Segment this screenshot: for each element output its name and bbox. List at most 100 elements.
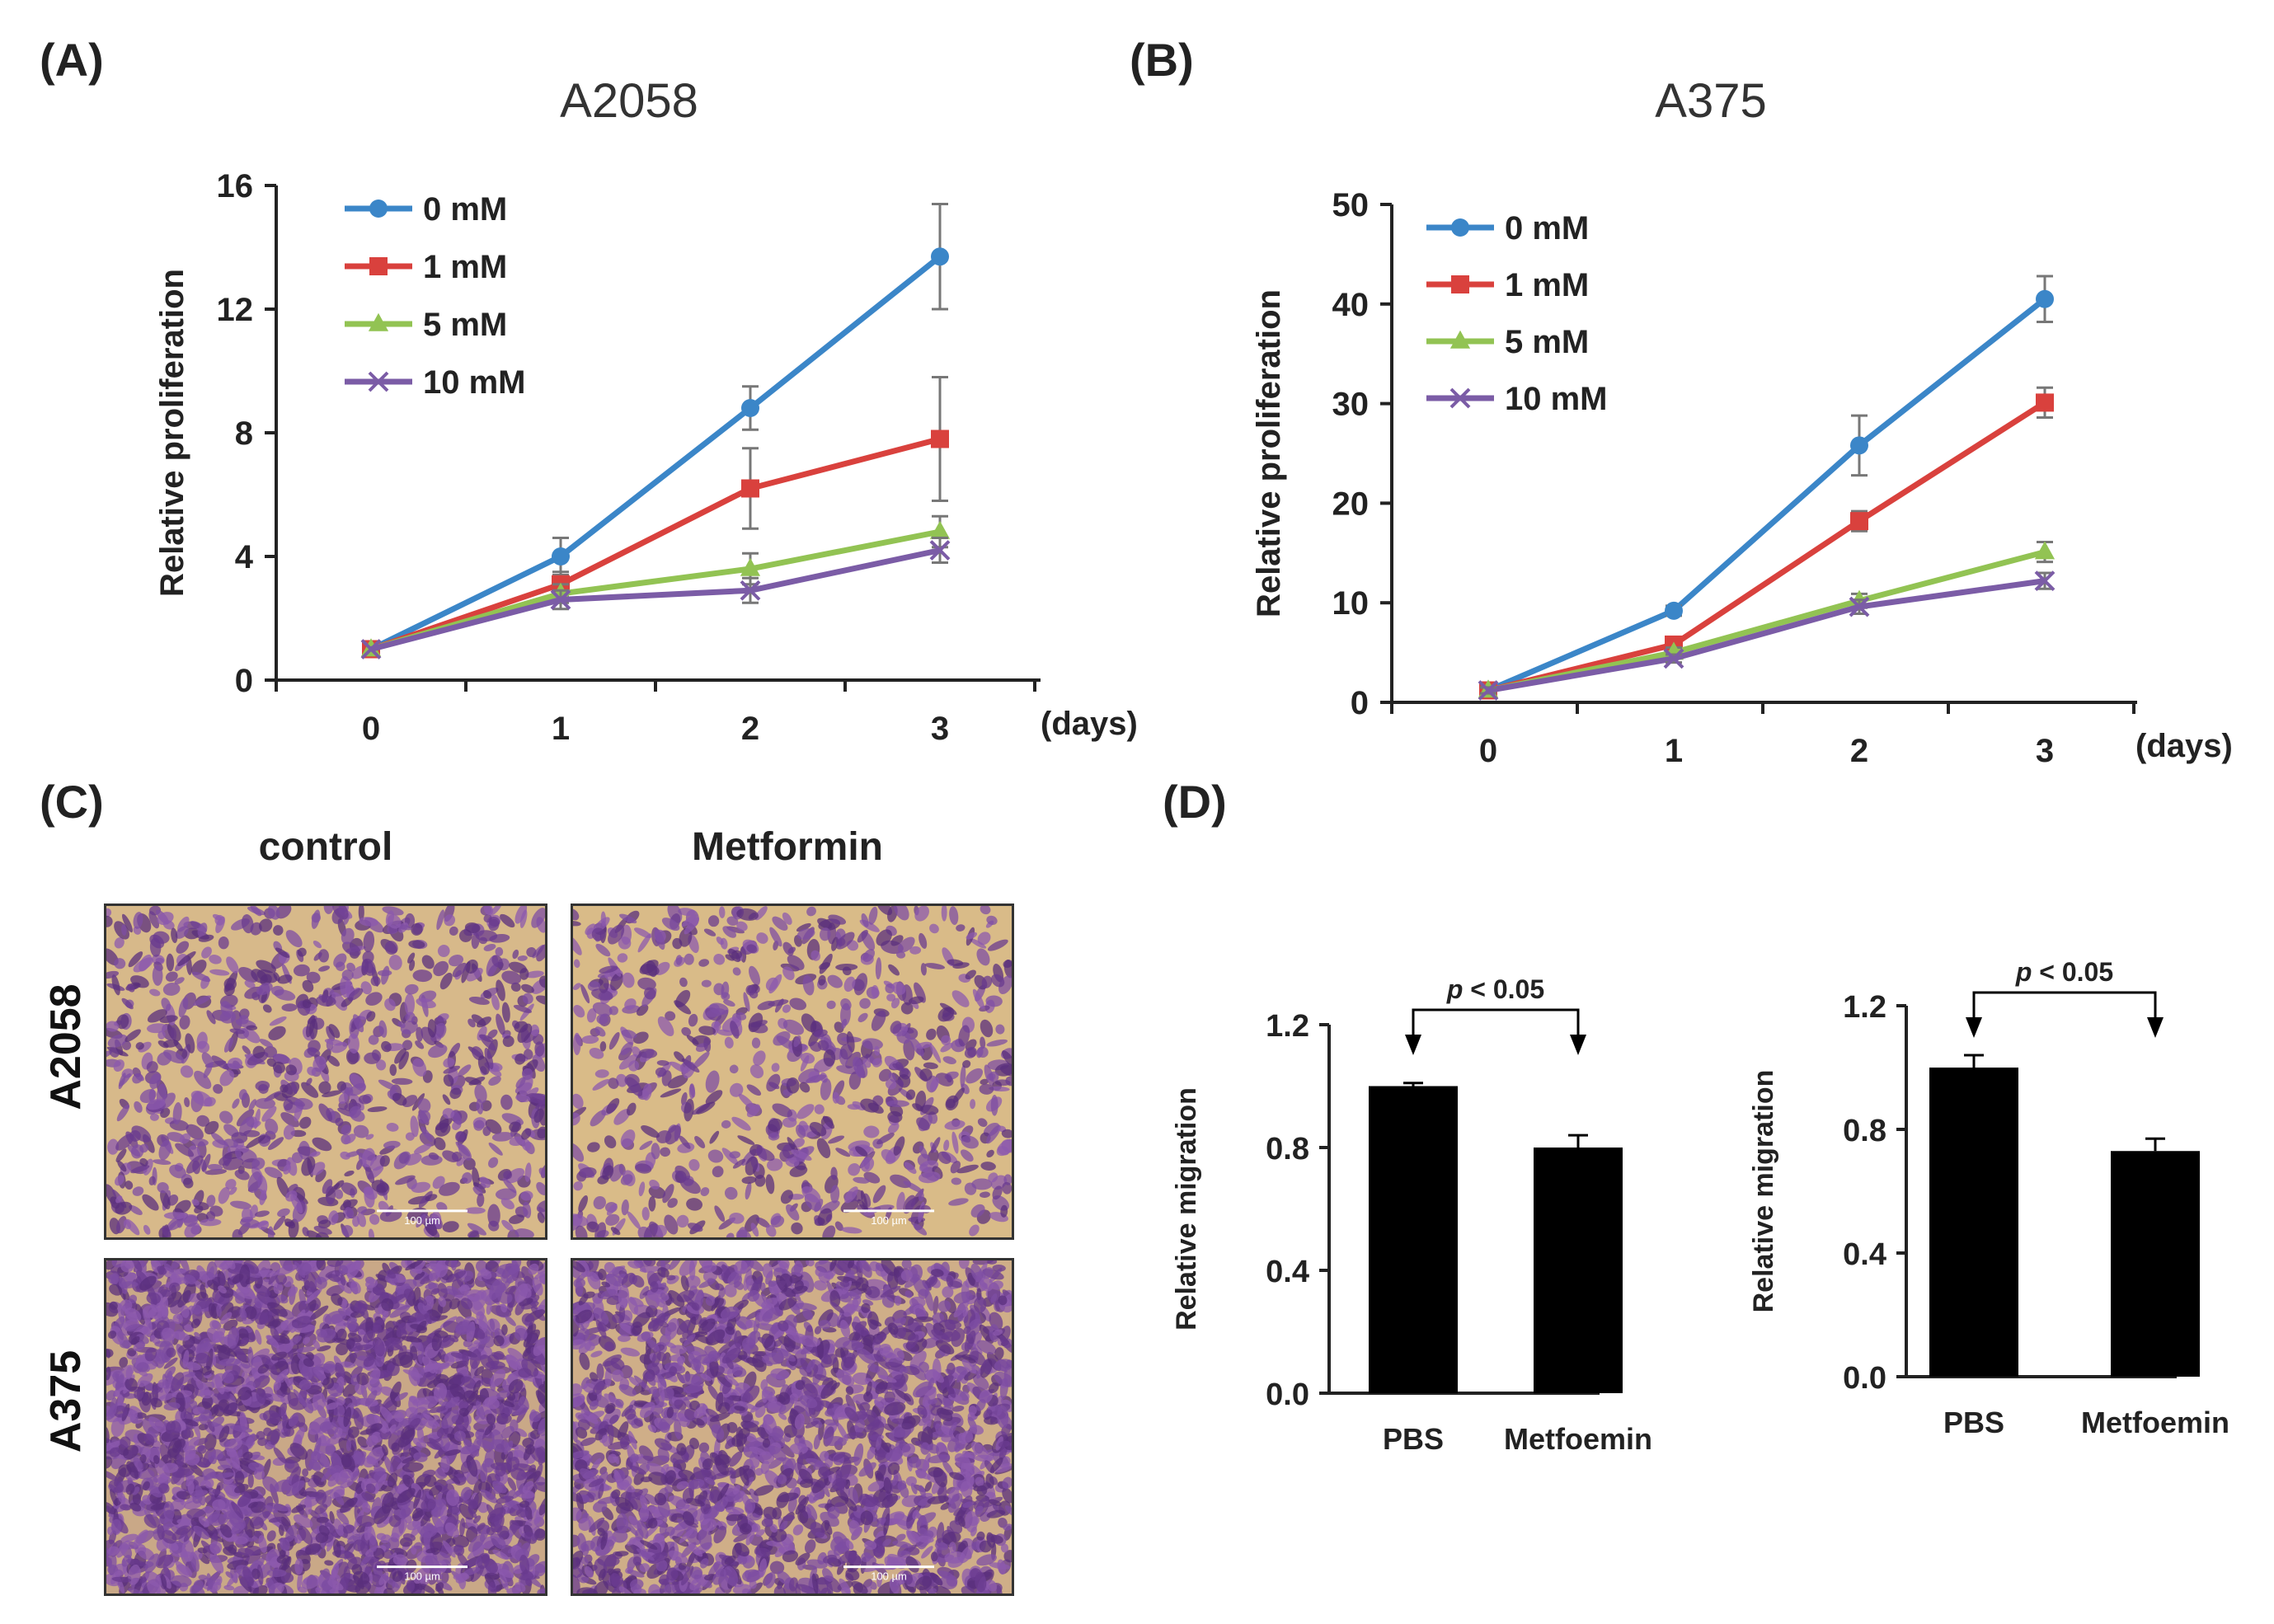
- cell: [273, 1054, 291, 1064]
- cell: [592, 1002, 613, 1016]
- cell: [139, 1089, 157, 1103]
- cell: [648, 1185, 666, 1199]
- cell: [234, 1471, 245, 1486]
- cell: [468, 1076, 486, 1086]
- cell: [303, 1336, 311, 1345]
- cell: [977, 932, 991, 946]
- cell: [657, 1016, 674, 1037]
- cell: [524, 1049, 533, 1060]
- cell: [473, 1119, 485, 1131]
- cell: [284, 1375, 294, 1391]
- cell: [533, 1528, 545, 1541]
- cell: [255, 1329, 262, 1345]
- cell: [336, 1396, 345, 1406]
- cell: [531, 908, 545, 928]
- cell: [125, 1366, 133, 1380]
- cell: [799, 1082, 810, 1093]
- cell: [106, 1260, 117, 1270]
- cell: [605, 1213, 620, 1226]
- cell: [839, 1044, 853, 1060]
- cell: [470, 1565, 485, 1583]
- cell: [913, 1223, 928, 1236]
- cell: [410, 1115, 419, 1138]
- cell: [684, 953, 694, 965]
- cell: [441, 1410, 459, 1429]
- cell: [177, 950, 196, 966]
- data-point: [741, 399, 759, 417]
- x-marker-stroke: [2034, 570, 2056, 592]
- x-axis-unit: (days): [1041, 706, 1138, 742]
- cell: [627, 1211, 641, 1230]
- cell: [529, 1434, 545, 1448]
- cell: [220, 1001, 233, 1018]
- data-point: [1850, 436, 1868, 455]
- cell: [346, 1317, 357, 1331]
- cell: [498, 1569, 514, 1579]
- cell: [444, 1353, 455, 1367]
- cell: [437, 945, 450, 958]
- cell: [303, 1358, 314, 1368]
- cell: [485, 1260, 500, 1273]
- cell: [388, 955, 402, 970]
- cell: [686, 1198, 703, 1211]
- cell: [480, 1269, 492, 1279]
- cell: [219, 1523, 233, 1538]
- cell: [753, 1050, 766, 1066]
- cell: [478, 1034, 494, 1043]
- cell: [509, 1136, 525, 1147]
- cell: [226, 1570, 242, 1587]
- cell: [713, 1298, 725, 1308]
- cell: [270, 1428, 280, 1446]
- cell: [814, 1199, 824, 1213]
- cell: [149, 1073, 162, 1089]
- cell: [434, 1137, 446, 1151]
- cell: [463, 1157, 476, 1171]
- cell: [500, 1400, 515, 1407]
- cell: [234, 1169, 250, 1180]
- cell: [363, 931, 375, 953]
- cell: [952, 962, 970, 969]
- cell: [117, 1491, 126, 1504]
- cell: [735, 1011, 747, 1021]
- cell: [524, 1162, 532, 1182]
- cell: [114, 958, 126, 969]
- cell: [986, 1124, 1001, 1144]
- cell: [452, 962, 467, 978]
- cell: [502, 1177, 517, 1194]
- x-tick-label: 3: [931, 711, 949, 747]
- panel-label-b: (B): [1130, 34, 1194, 86]
- cell: [231, 1501, 244, 1519]
- cell: [243, 1129, 261, 1138]
- cell: [437, 1283, 448, 1299]
- cell: [732, 967, 741, 976]
- cell: [153, 1159, 171, 1166]
- cell: [966, 932, 978, 940]
- data-point: [1478, 680, 1499, 701]
- cell: [163, 1263, 174, 1273]
- cell: [488, 1076, 501, 1086]
- cell: [587, 981, 601, 992]
- cell: [459, 1518, 466, 1537]
- cell: [347, 1332, 362, 1343]
- cell: [458, 1407, 469, 1417]
- cell: [848, 1163, 861, 1176]
- cell: [881, 1149, 896, 1163]
- cell: [503, 1171, 513, 1180]
- cell: [444, 1396, 460, 1409]
- cell: [171, 927, 178, 944]
- cell: [512, 1463, 533, 1471]
- cell: [402, 1462, 424, 1473]
- cell: [478, 1313, 488, 1334]
- cell: [142, 1481, 150, 1490]
- cell: [165, 1370, 172, 1388]
- cell: [251, 1568, 261, 1579]
- cell: [322, 1090, 343, 1097]
- cell: [886, 993, 896, 1002]
- cell: [404, 993, 416, 1016]
- cell: [895, 950, 906, 959]
- cell: [353, 1407, 364, 1430]
- cell: [186, 1436, 200, 1451]
- cell: [820, 1078, 832, 1101]
- cell: [212, 1499, 226, 1511]
- cell: [142, 1495, 153, 1505]
